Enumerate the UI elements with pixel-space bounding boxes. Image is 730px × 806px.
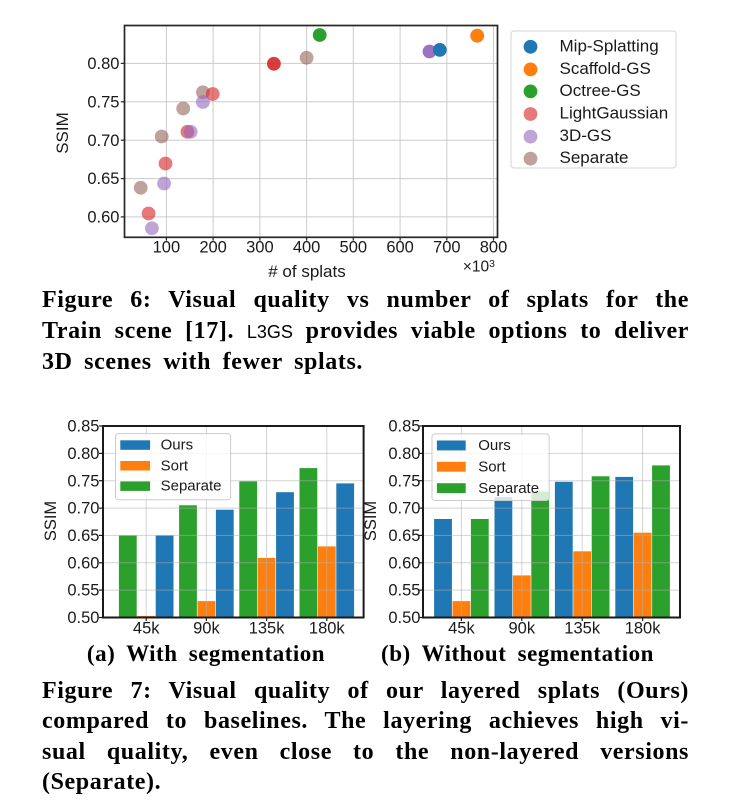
svg-text:Octree-GS: Octree-GS — [560, 81, 641, 100]
svg-text:×103: ×103 — [463, 258, 495, 276]
svg-text:Scaffold-GS: Scaffold-GS — [560, 59, 651, 78]
svg-text:300: 300 — [246, 239, 274, 257]
svg-text:# of splats: # of splats — [268, 262, 346, 281]
svg-text:0.60: 0.60 — [87, 209, 119, 227]
svg-text:0.60: 0.60 — [388, 554, 420, 572]
svg-text:0.65: 0.65 — [67, 527, 99, 545]
svg-text:0.70: 0.70 — [67, 500, 99, 518]
svg-text:500: 500 — [340, 239, 368, 257]
svg-text:Separate: Separate — [560, 148, 629, 167]
svg-text:0.80: 0.80 — [67, 445, 99, 463]
svg-text:100: 100 — [153, 239, 181, 257]
svg-text:180k: 180k — [625, 620, 662, 638]
svg-text:0.75: 0.75 — [388, 472, 420, 490]
svg-text:0.60: 0.60 — [67, 554, 99, 572]
svg-text:45k: 45k — [133, 620, 160, 638]
svg-text:0.55: 0.55 — [388, 582, 420, 600]
svg-text:0.55: 0.55 — [67, 582, 99, 600]
svg-text:Sort: Sort — [478, 459, 506, 476]
svg-text:0.50: 0.50 — [388, 609, 420, 627]
svg-text:90k: 90k — [508, 620, 535, 638]
svg-text:0.80: 0.80 — [388, 445, 420, 463]
svg-text:700: 700 — [433, 239, 461, 257]
svg-text:0.80: 0.80 — [87, 55, 119, 73]
svg-text:135k: 135k — [564, 620, 601, 638]
svg-text:0.85: 0.85 — [388, 418, 420, 436]
svg-text:180k: 180k — [309, 620, 346, 638]
svg-text:Ours: Ours — [161, 437, 194, 454]
svg-text:Separate: Separate — [161, 478, 222, 495]
svg-text:0.75: 0.75 — [67, 472, 99, 490]
svg-text:200: 200 — [199, 239, 227, 257]
svg-text:SSIM: SSIM — [42, 501, 60, 541]
svg-text:Ours: Ours — [478, 437, 511, 454]
svg-text:135k: 135k — [249, 620, 286, 638]
svg-text:Sort: Sort — [161, 457, 189, 474]
svg-text:800: 800 — [480, 239, 508, 257]
svg-text:90k: 90k — [193, 620, 220, 638]
svg-text:45k: 45k — [448, 620, 475, 638]
svg-text:Mip-Splatting: Mip-Splatting — [560, 36, 659, 55]
svg-text:600: 600 — [386, 239, 414, 257]
svg-text:SSIM: SSIM — [362, 501, 380, 541]
svg-text:3D-GS: 3D-GS — [560, 126, 612, 145]
svg-text:0.65: 0.65 — [388, 527, 420, 545]
svg-text:0.50: 0.50 — [67, 609, 99, 627]
svg-text:SSIM: SSIM — [53, 112, 72, 154]
svg-text:400: 400 — [293, 239, 321, 257]
svg-text:0.70: 0.70 — [388, 500, 420, 518]
svg-text:0.85: 0.85 — [67, 418, 99, 436]
svg-text:0.70: 0.70 — [87, 132, 119, 150]
svg-text:Separate: Separate — [478, 480, 539, 497]
svg-text:0.75: 0.75 — [87, 93, 119, 111]
svg-text:0.65: 0.65 — [87, 170, 119, 188]
svg-text:LightGaussian: LightGaussian — [560, 104, 669, 123]
